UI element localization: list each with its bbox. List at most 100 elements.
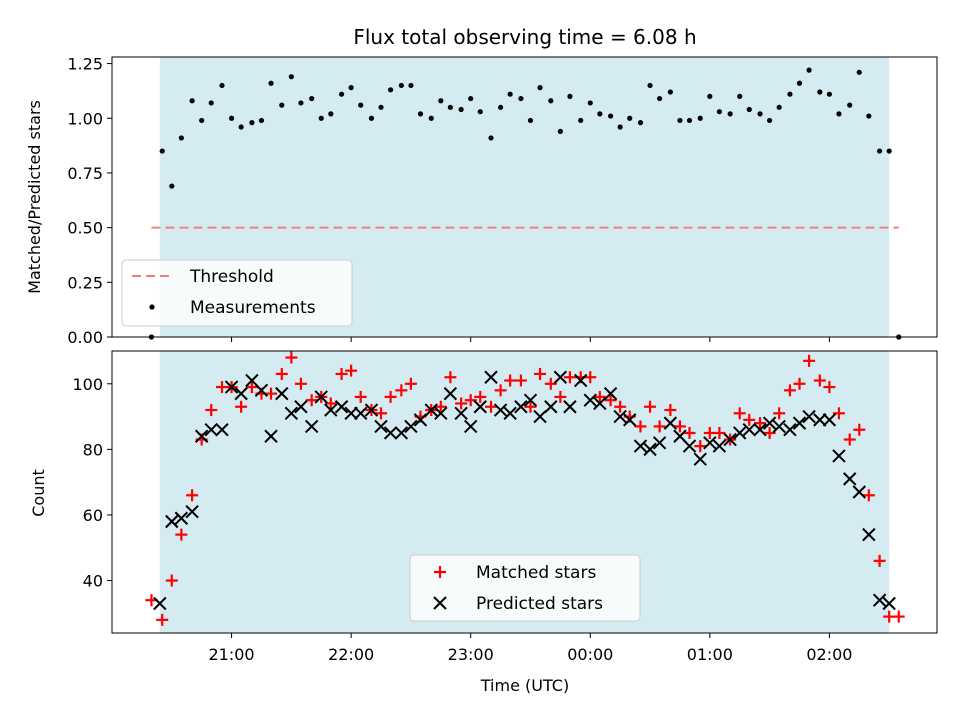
legend-matched-label: Matched stars — [476, 563, 596, 583]
legend-matched-swatch — [434, 566, 446, 578]
measurement-point — [727, 111, 733, 117]
measurement-point — [667, 89, 673, 95]
predicted-star-point — [712, 439, 727, 453]
measurement-point — [368, 115, 375, 121]
predicted-star-point — [234, 386, 248, 401]
predicted-star-point — [514, 400, 528, 414]
predicted-star-point — [663, 416, 678, 430]
measurement-point — [488, 135, 494, 141]
predicted-star-point — [383, 426, 398, 440]
measurement-point — [787, 91, 793, 97]
measurement-point — [338, 91, 345, 97]
measurement-point — [288, 74, 294, 80]
predicted-star-point — [454, 406, 468, 421]
measurement-point — [866, 113, 872, 119]
predicted-star-point — [264, 429, 278, 443]
matched-star-point — [186, 489, 199, 502]
measurement-point — [578, 117, 584, 124]
top-y-tick-label: 0.75 — [67, 164, 103, 183]
predicted-star-point — [544, 400, 558, 414]
measurement-point — [697, 115, 703, 121]
predicted-star-point — [813, 413, 827, 427]
matched-star-point — [743, 413, 756, 426]
measurement-point — [318, 115, 324, 121]
predicted-star-point — [693, 452, 707, 466]
predicted-star-point — [443, 386, 458, 401]
matched-star-point — [644, 400, 657, 413]
matched-star-point — [783, 384, 796, 397]
measurement-point — [309, 95, 315, 102]
measurement-point — [219, 82, 225, 89]
predicted-star-point — [553, 370, 568, 384]
predicted-star-point — [185, 504, 199, 519]
measurement-point — [438, 98, 444, 104]
top-legend: Threshold Measurements — [121, 259, 353, 327]
measurement-point — [716, 109, 722, 115]
chart-title: Flux total observing time = 6.08 h — [353, 25, 696, 49]
measurement-point — [567, 93, 573, 99]
predicted-star-point — [334, 400, 349, 414]
matched-star-point — [384, 390, 397, 403]
matched-star-point — [563, 371, 576, 384]
measurement-point — [637, 120, 644, 126]
measurement-point — [847, 102, 853, 108]
matched-star-point — [375, 407, 388, 420]
measurement-point — [518, 95, 524, 102]
predicted-star-point — [523, 393, 538, 407]
matched-star-point — [713, 426, 726, 439]
predicted-star-point — [792, 416, 807, 430]
predicted-star-point — [563, 400, 577, 414]
predicted-star-point — [742, 422, 756, 437]
matched-star-point — [455, 397, 468, 410]
top-y-tick-label: 1.00 — [67, 109, 103, 128]
matched-star-point — [235, 400, 248, 413]
predicted-star-point — [424, 403, 438, 417]
measurement-point — [468, 95, 474, 102]
predicted-star-point — [843, 472, 857, 486]
measurement-point — [886, 148, 892, 154]
predicted-star-point — [822, 413, 837, 427]
matched-star-point — [544, 377, 557, 390]
predicted-star-point — [772, 419, 786, 434]
matched-star-point — [604, 394, 617, 407]
x-tick-label: 21:00 — [209, 645, 255, 664]
top-y-tick-label: 0.00 — [67, 328, 103, 347]
measurement-point — [557, 128, 563, 134]
predicted-star-point — [633, 439, 648, 453]
top-legend-box — [121, 259, 353, 327]
matched-star-point — [733, 407, 746, 420]
legend-predicted-swatch — [433, 596, 447, 610]
measurement-point — [208, 100, 214, 106]
measurement-point — [686, 117, 693, 124]
predicted-star-point — [353, 406, 368, 421]
predicted-star-point — [314, 390, 328, 404]
matched-star-point — [494, 384, 507, 397]
measurement-point — [189, 98, 195, 104]
predicted-star-point — [533, 409, 547, 424]
predicted-star-point — [723, 432, 737, 447]
matched-star-point — [803, 354, 816, 367]
measurement-point — [387, 87, 394, 93]
predicted-star-point — [304, 419, 319, 434]
matched-star-point — [474, 390, 487, 403]
matched-star-point — [694, 440, 707, 453]
matched-star-point — [873, 554, 886, 567]
predicted-star-point — [802, 409, 816, 424]
measurement-point — [776, 104, 782, 110]
predicted-star-point — [204, 422, 218, 437]
predicted-star-point — [593, 396, 607, 411]
matched-star-point — [832, 407, 845, 420]
measurement-point — [757, 111, 763, 117]
predicted-star-point — [404, 419, 418, 434]
matched-star-point — [285, 351, 298, 364]
measurement-point — [458, 106, 464, 113]
measurement-point — [796, 80, 803, 86]
matched-star-point — [404, 377, 417, 390]
predicted-star-point — [862, 527, 876, 542]
matched-star-point — [664, 404, 677, 417]
predicted-star-point — [613, 409, 627, 424]
matched-star-point — [444, 371, 457, 384]
matched-star-point — [892, 610, 905, 623]
measurement-point — [836, 111, 842, 117]
predicted-star-point — [224, 380, 239, 394]
